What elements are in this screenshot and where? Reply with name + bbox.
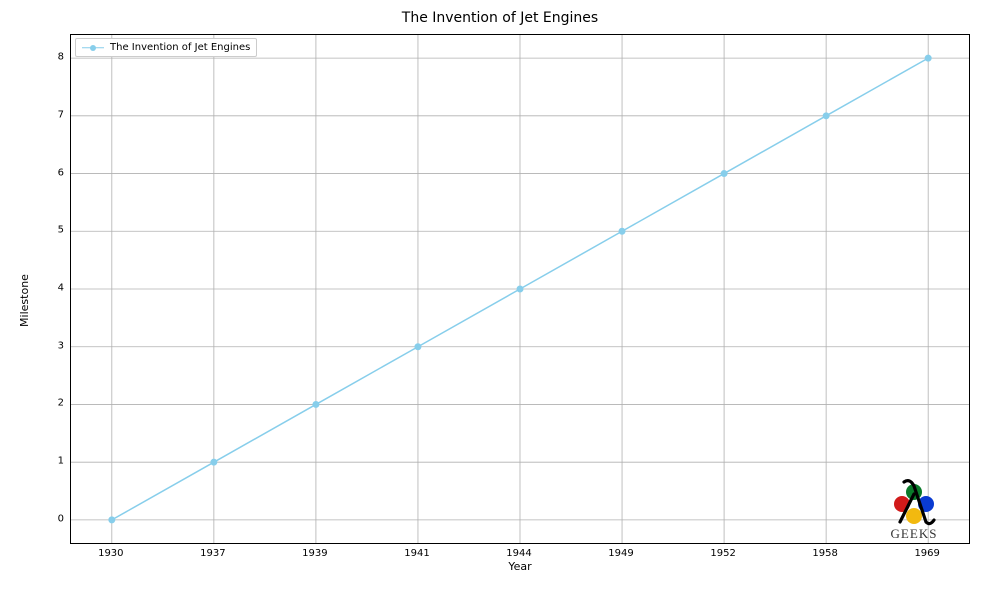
y-tick-label: 8 <box>34 52 64 63</box>
y-axis-label: Milestone <box>18 274 31 327</box>
figure: The Invention of Jet Engines Milestone 1… <box>0 0 1000 600</box>
x-tick-label: 1958 <box>812 548 837 559</box>
x-tick-label: 1952 <box>710 548 735 559</box>
chart-title: The Invention of Jet Engines <box>0 10 1000 26</box>
y-tick-label: 7 <box>34 109 64 120</box>
y-tick-label: 5 <box>34 225 64 236</box>
x-tick-label: 1941 <box>404 548 429 559</box>
plot-svg <box>71 35 969 543</box>
legend-label: The Invention of Jet Engines <box>110 42 250 53</box>
y-tick-label: 6 <box>34 167 64 178</box>
x-tick-label: 1930 <box>98 548 123 559</box>
y-tick-label: 4 <box>34 283 64 294</box>
y-tick-label: 1 <box>34 456 64 467</box>
x-tick-label: 1949 <box>608 548 633 559</box>
y-tick-label: 2 <box>34 398 64 409</box>
y-axis-label-wrap: Milestone <box>14 0 34 600</box>
x-axis-label: Year <box>70 560 970 573</box>
x-tick-label: 1939 <box>302 548 327 559</box>
x-tick-label: 1944 <box>506 548 531 559</box>
x-tick-label: 1969 <box>914 548 939 559</box>
plot-area <box>70 34 970 544</box>
y-tick-label: 3 <box>34 340 64 351</box>
x-tick-label: 1937 <box>200 548 225 559</box>
y-tick-label: 0 <box>34 513 64 524</box>
legend-swatch <box>82 43 104 53</box>
legend: The Invention of Jet Engines <box>75 38 257 57</box>
